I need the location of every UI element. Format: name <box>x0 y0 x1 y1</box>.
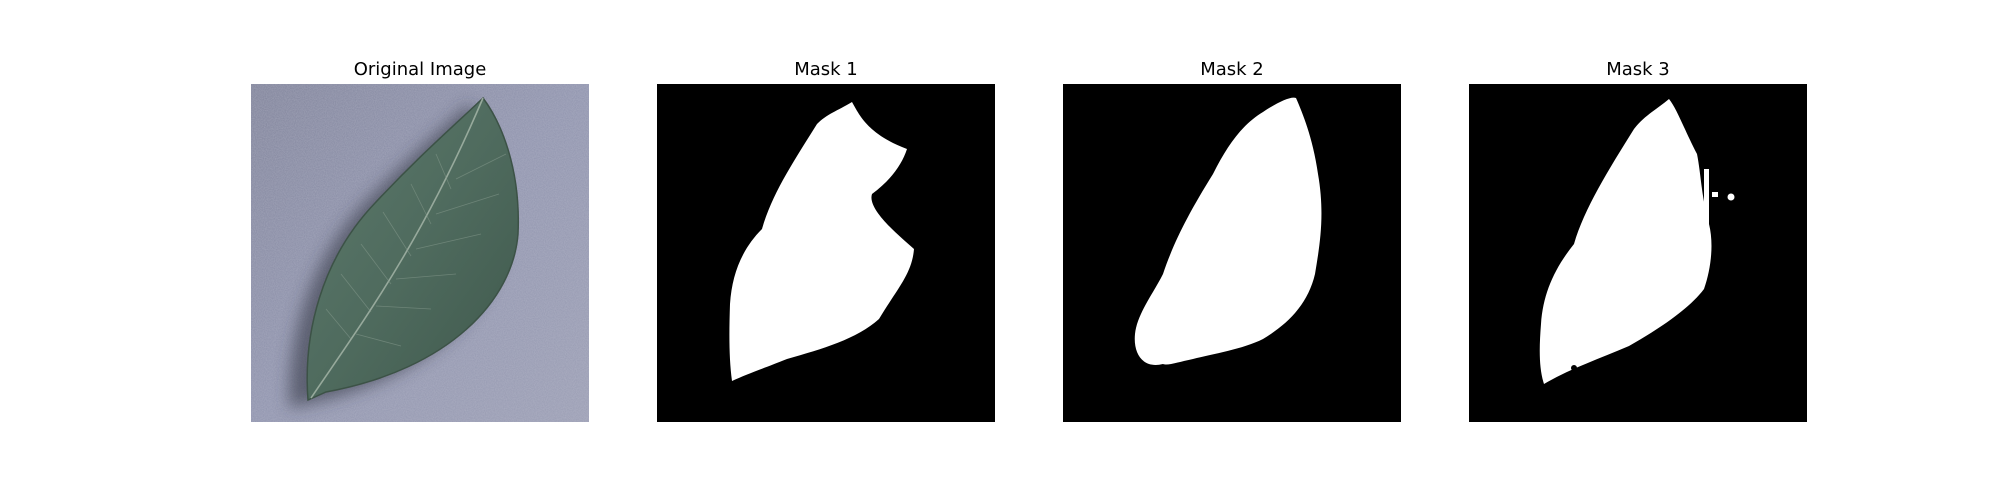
panel-mask-3: Mask 3 <box>1469 59 1807 422</box>
mask-hole <box>1571 365 1577 371</box>
mask-region <box>729 102 914 381</box>
leaf-midrib <box>310 97 484 399</box>
mask-edge-fragment <box>1704 169 1709 229</box>
panel-title: Mask 3 <box>1606 59 1670 80</box>
panel-title: Mask 2 <box>1200 59 1264 80</box>
mask-speck <box>1712 192 1718 197</box>
panel-mask-2: Mask 2 <box>1063 59 1401 422</box>
leaf-photo <box>251 84 589 422</box>
mask-speck <box>1727 193 1735 201</box>
mask-region <box>1134 97 1322 365</box>
panel-original-image: Original Image <box>251 59 589 422</box>
mask-3-image <box>1469 84 1807 422</box>
mask-1-image <box>657 84 995 422</box>
panel-title: Original Image <box>353 59 487 80</box>
leaf-veins <box>325 153 507 347</box>
mask-2-image <box>1063 84 1401 422</box>
mask-region <box>1539 99 1712 384</box>
panel-mask-1: Mask 1 <box>657 59 995 422</box>
panel-title: Mask 1 <box>794 59 858 80</box>
